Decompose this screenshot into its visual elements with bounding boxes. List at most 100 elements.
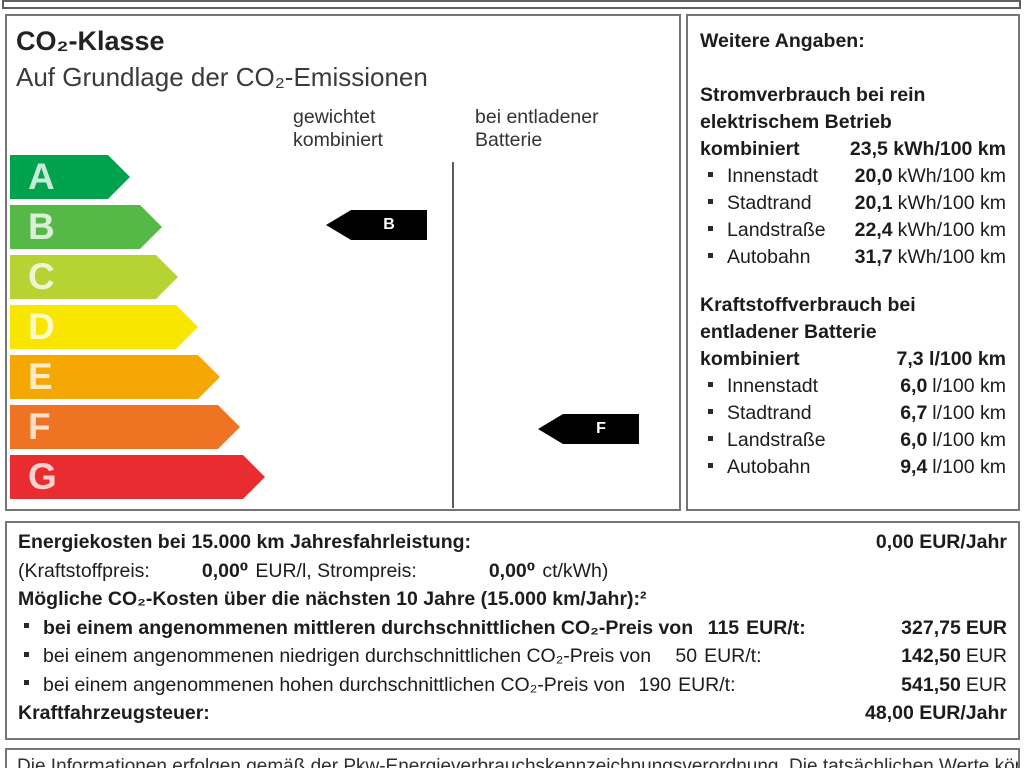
co2-row-text: bei einem angenommenen mittleren durchsc… bbox=[43, 616, 694, 639]
bullet-icon bbox=[708, 199, 713, 204]
energy-cost-value: 0,00 EUR/Jahr bbox=[875, 531, 1007, 553]
row-value-unit: kWh/100 km bbox=[897, 246, 1006, 268]
price-assumptions-row: (Kraftstoffpreis: 0,00⁰ EUR/l, Stromprei… bbox=[18, 557, 1007, 586]
class-d-arrow: D bbox=[10, 305, 198, 349]
bullet-icon bbox=[24, 680, 29, 686]
electric-combined-label: kombiniert bbox=[700, 138, 800, 160]
fuel-combined-row: kombiniert 7,3 l/100 km bbox=[700, 346, 1006, 373]
class-b-arrow: B bbox=[10, 205, 162, 249]
class-g-row: G bbox=[10, 455, 265, 499]
class-c-row: C bbox=[10, 255, 243, 299]
bullet-icon bbox=[708, 409, 713, 414]
marker-left-tip bbox=[326, 210, 351, 240]
row-label: Landstraße bbox=[727, 219, 826, 241]
class-a-row: A bbox=[10, 155, 243, 199]
bullet-icon bbox=[708, 463, 713, 468]
class-a-arrow: A bbox=[10, 155, 130, 199]
co2-price-unit: EUR/t: bbox=[746, 616, 806, 639]
cropped-box-top-strip bbox=[2, 0, 1021, 9]
co2-price: 50 bbox=[675, 645, 698, 667]
co2-cost-row-high: bei einem angenommenen hohen durchschnit… bbox=[18, 671, 1007, 700]
column-header-weighted-line2: kombiniert bbox=[293, 129, 383, 151]
co2-class-title: CO₂-Klasse bbox=[16, 26, 165, 56]
co2-price-unit: EUR/t: bbox=[678, 673, 736, 696]
vehicle-tax-row: Kraftfahrzeugsteuer: 48,00 EUR/Jahr bbox=[18, 699, 1007, 728]
row-value-number: 6,0 bbox=[900, 429, 928, 451]
class-e-arrow: E bbox=[10, 355, 220, 399]
electric-title-line2: elektrischem Betrieb bbox=[700, 111, 892, 133]
fuel-title-line1: Kraftstoffverbrauch bei bbox=[700, 294, 916, 316]
fuel-row-stadtrand: Stadtrand 6,7 l/100 km bbox=[700, 400, 1006, 427]
co2-price: 115 bbox=[707, 616, 740, 639]
weighted-class-marker-arrow: B bbox=[326, 210, 427, 240]
row-value-number: 20,0 bbox=[854, 165, 893, 187]
fuel-title-line2: entladener Batterie bbox=[700, 321, 877, 343]
row-value: 20,0 kWh/100 km bbox=[855, 163, 1006, 190]
power-price-value: 0,00⁰ bbox=[488, 559, 536, 582]
weitere-angaben-heading: Weitere Angaben: bbox=[700, 30, 865, 52]
column-header-depleted: bei entladener Batterie bbox=[475, 106, 599, 152]
row-value-unit: kWh/100 km bbox=[897, 219, 1006, 241]
vehicle-tax-value: 48,00 EUR/Jahr bbox=[865, 702, 1007, 724]
co2-row-text: bei einem angenommenen hohen durchschnit… bbox=[43, 673, 626, 696]
fuel-price-unit: EUR/l, Strompreis: bbox=[255, 559, 417, 582]
row-value: 22,4 kWh/100 km bbox=[855, 217, 1006, 244]
co2-class-subtitle: Auf Grundlage der CO₂-Emissionen bbox=[16, 62, 428, 92]
fuel-price-prefix: (Kraftstoffpreis: bbox=[18, 559, 150, 582]
class-d-row: D bbox=[10, 305, 243, 349]
co2-price-unit: EUR/t: bbox=[704, 645, 762, 667]
bullet-icon bbox=[708, 172, 713, 177]
electric-combined-value: 23,5 kWh/100 km bbox=[849, 138, 1006, 160]
co2-row-result: 142,50 EUR bbox=[901, 642, 1007, 671]
row-label: Autobahn bbox=[727, 456, 811, 478]
bullet-icon bbox=[708, 226, 713, 231]
fuel-row-innenstadt: Innenstadt 6,0 l/100 km bbox=[700, 373, 1006, 400]
co2-class-box: CO₂-Klasse Auf Grundlage der CO₂-Emissio… bbox=[5, 14, 681, 511]
fuel-row-autobahn: Autobahn 9,4 l/100 km bbox=[700, 454, 1006, 481]
class-d-letter: D bbox=[28, 306, 55, 347]
power-price-unit: ct/kWh) bbox=[542, 559, 609, 582]
row-value: 9,4 l/100 km bbox=[900, 454, 1006, 481]
class-e-row: E bbox=[10, 355, 243, 399]
footer-disclaimer-text: Die Informationen erfolgen gemäß der Pkw… bbox=[17, 756, 1018, 768]
electric-combined-row: kombiniert 23,5 kWh/100 km bbox=[700, 136, 1006, 163]
row-value: 20,1 kWh/100 km bbox=[855, 190, 1006, 217]
weitere-angaben-panel: Weitere Angaben: Stromverbrauch bei rein… bbox=[686, 14, 1020, 511]
column-header-depleted-line1: bei entladener bbox=[475, 106, 599, 128]
row-label: Innenstadt bbox=[727, 375, 819, 397]
row-value-unit: l/100 km bbox=[932, 402, 1006, 424]
class-b-row: B bbox=[10, 205, 243, 249]
co2-costs-heading: Mögliche CO₂-Kosten über die nächsten 10… bbox=[18, 588, 647, 610]
column-header-weighted: gewichtet kombiniert bbox=[293, 106, 383, 152]
bullet-icon bbox=[708, 253, 713, 258]
co2-result-number: 142,50 bbox=[901, 645, 961, 667]
co2-costs-heading-row: Mögliche CO₂-Kosten über die nächsten 10… bbox=[18, 585, 1007, 614]
row-value-unit: l/100 km bbox=[932, 456, 1006, 478]
row-value-number: 22,4 bbox=[854, 219, 893, 241]
fuel-row-landstrasse: Landstraße 6,0 l/100 km bbox=[700, 427, 1006, 454]
class-g-letter: G bbox=[28, 456, 57, 497]
class-f-arrow: F bbox=[10, 405, 240, 449]
bullet-icon bbox=[24, 651, 29, 657]
row-value: 6,0 l/100 km bbox=[900, 427, 1006, 454]
co2-result-number: 541,50 bbox=[901, 673, 961, 696]
co2-row-result: 541,50 EUR bbox=[901, 671, 1007, 700]
bullet-icon bbox=[24, 623, 29, 629]
row-value: 6,0 l/100 km bbox=[900, 373, 1006, 400]
class-f-letter: F bbox=[28, 406, 51, 447]
weighted-class-marker-letter: B bbox=[351, 210, 427, 240]
row-label: Innenstadt bbox=[727, 165, 819, 187]
row-value: 6,7 l/100 km bbox=[900, 400, 1006, 427]
co2-cost-row-medium: bei einem angenommenen mittleren durchsc… bbox=[18, 614, 1007, 643]
fuel-price-value: 0,00⁰ bbox=[201, 559, 249, 582]
co2-price: 190 bbox=[638, 673, 672, 696]
bullet-icon bbox=[708, 436, 713, 441]
row-value-unit: l/100 km bbox=[932, 375, 1006, 397]
electric-row-stadtrand: Stadtrand 20,1 kWh/100 km bbox=[700, 190, 1006, 217]
row-value-number: 31,7 bbox=[854, 246, 893, 268]
row-label: Stadtrand bbox=[727, 402, 812, 424]
class-g-arrow: G bbox=[10, 455, 265, 499]
row-value-number: 9,4 bbox=[900, 456, 928, 478]
row-value-unit: kWh/100 km bbox=[897, 192, 1006, 214]
class-f-row: F bbox=[10, 405, 243, 449]
